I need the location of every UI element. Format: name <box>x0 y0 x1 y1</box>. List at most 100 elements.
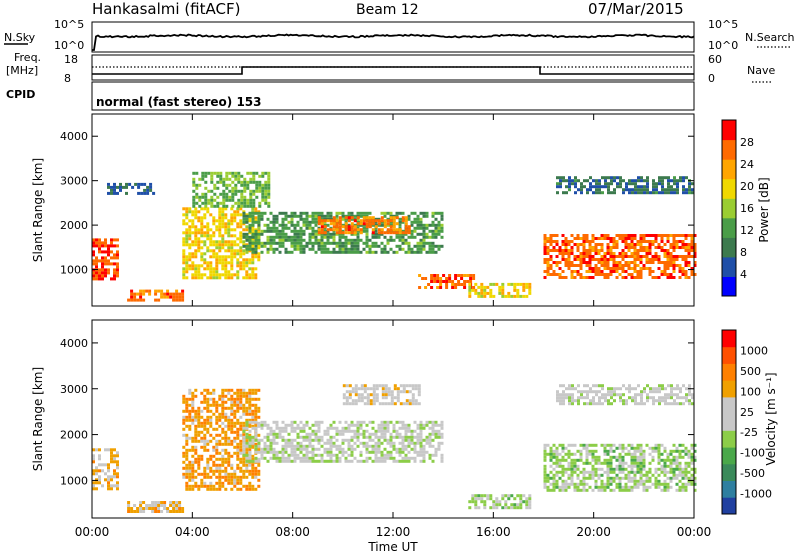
velocity-echo-cell <box>305 456 309 460</box>
velocity-echo-cell <box>260 456 264 460</box>
power-echo-cell <box>278 211 282 215</box>
power-echo-cell <box>213 198 217 202</box>
velocity-echo-cell <box>634 402 637 406</box>
power-echo-cell <box>188 219 192 223</box>
power-colorbar-tick-label: 16 <box>740 202 754 215</box>
velocity-echo-cell <box>428 441 432 445</box>
power-echo-cell <box>139 298 143 302</box>
power-echo-cell <box>341 225 345 229</box>
power-echo-cell <box>218 273 222 277</box>
velocity-echo-cell <box>610 387 613 391</box>
power-echo-cell <box>275 226 279 230</box>
power-echo-cell <box>386 241 390 245</box>
velocity-echo-cell <box>582 446 586 450</box>
power-echo-cell <box>567 261 571 264</box>
velocity-echo-cell <box>329 453 333 457</box>
power-echo-cell <box>401 241 405 245</box>
power-echo-cell <box>501 282 505 286</box>
velocity-echo-cell <box>437 429 441 433</box>
velocity-echo-cell <box>212 397 216 401</box>
power-echo-cell <box>169 295 173 299</box>
velocity-echo-cell <box>191 460 195 464</box>
velocity-echo-cell <box>206 463 210 467</box>
power-echo-cell <box>678 276 682 279</box>
velocity-echo-cell <box>224 436 228 440</box>
power-echo-cell <box>302 232 306 236</box>
velocity-echo-cell <box>233 475 237 479</box>
power-echo-cell <box>374 225 378 229</box>
power-echo-cell <box>172 298 176 302</box>
power-echo-cell <box>627 246 631 249</box>
velocity-echo-cell <box>342 384 346 388</box>
power-echo-cell <box>463 286 467 289</box>
velocity-echo-cell <box>290 441 294 445</box>
power-echo-cell <box>209 261 213 265</box>
velocity-echo-cell <box>519 500 523 504</box>
velocity-echo-cell <box>568 402 571 406</box>
power-echo-cell <box>240 180 244 184</box>
velocity-echo-cell <box>600 485 604 489</box>
power-echo-cell <box>254 238 258 242</box>
velocity-echo-cell <box>302 435 306 439</box>
velocity-echo-cell <box>104 472 107 476</box>
power-echo-cell <box>437 211 441 215</box>
power-echo-cell <box>335 228 339 232</box>
power-echo-cell <box>254 229 258 233</box>
power-echo-cell <box>681 234 685 237</box>
velocity-echo-cell <box>645 485 649 489</box>
velocity-echo-cell <box>287 456 291 460</box>
velocity-echo-cell <box>227 427 231 431</box>
power-echo-cell <box>633 264 637 267</box>
velocity-echo-cell <box>104 463 107 467</box>
power-echo-cell <box>261 171 265 175</box>
velocity-echo-cell <box>380 450 384 454</box>
power-echo-cell <box>368 216 372 220</box>
power-echo-cell <box>477 285 481 289</box>
power-echo-cell <box>439 280 443 283</box>
power-echo-cell <box>431 235 435 239</box>
velocity-echo-cell <box>690 443 694 447</box>
power-echo-cell <box>191 276 195 280</box>
velocity-echo-cell <box>624 476 628 480</box>
power-echo-cell <box>110 191 113 195</box>
power-echo-cell <box>489 288 493 292</box>
velocity-echo-cell <box>209 475 213 479</box>
velocity-echo-cell <box>639 443 643 447</box>
power-echo-cell <box>182 207 186 211</box>
power-echo-cell <box>416 247 420 251</box>
power-echo-cell <box>634 185 637 189</box>
power-echo-cell <box>468 288 472 292</box>
velocity-echo-cell <box>693 476 697 480</box>
power-echo-cell <box>278 244 282 248</box>
power-echo-cell <box>206 210 210 214</box>
velocity-echo-cell <box>218 403 222 407</box>
velocity-echo-cell <box>242 406 246 410</box>
power-echo-cell <box>365 229 369 233</box>
power-echo-cell <box>577 179 580 183</box>
power-echo-cell <box>224 276 228 280</box>
velocity-echo-cell <box>687 482 691 486</box>
velocity-echo-cell <box>350 423 354 427</box>
power-echo-cell <box>207 171 211 175</box>
velocity-echo-cell <box>293 429 297 433</box>
power-echo-cell <box>598 179 601 183</box>
power-echo-cell <box>652 191 655 195</box>
velocity-echo-cell <box>654 482 658 486</box>
velocity-echo-cell <box>257 448 261 452</box>
velocity-echo-cell <box>230 442 234 446</box>
power-echo-cell <box>576 246 580 249</box>
power-echo-cell <box>374 226 378 230</box>
power-echo-cell <box>561 240 565 243</box>
velocity-echo-cell <box>363 387 367 391</box>
velocity-echo-cell <box>570 458 574 462</box>
power-echo-cell <box>198 204 202 208</box>
power-echo-cell <box>263 241 267 245</box>
power-echo-cell <box>281 220 285 224</box>
power-echo-cell <box>182 267 186 271</box>
velocity-echo-cell <box>603 485 607 489</box>
power-echo-cell <box>639 240 643 243</box>
power-echo-cell <box>612 246 616 249</box>
velocity-echo-cell <box>558 488 562 492</box>
velocity-echo-cell <box>230 412 234 416</box>
power-echo-cell <box>252 204 256 208</box>
